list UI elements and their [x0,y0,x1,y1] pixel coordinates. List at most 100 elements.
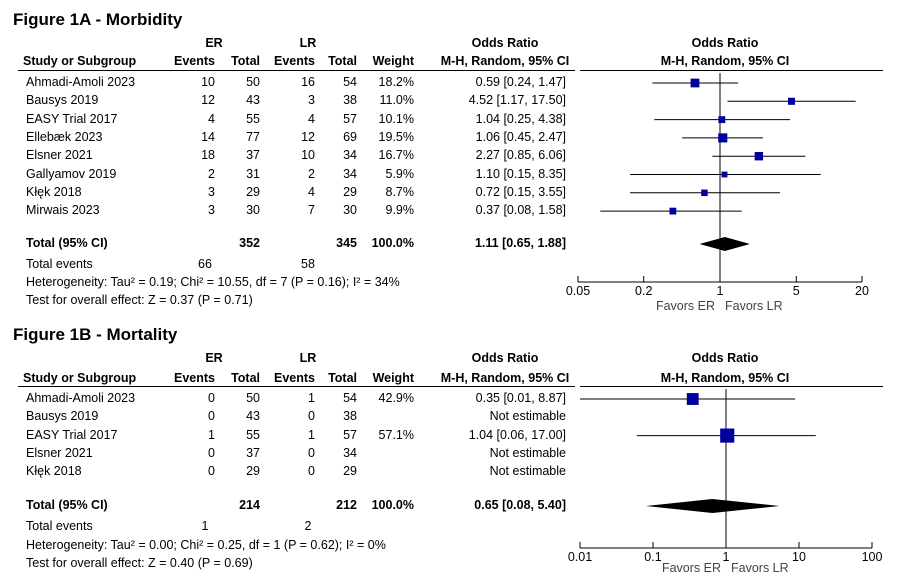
study-ci: 1.04 [0.06, 17.00] [468,427,566,442]
point-estimate-square [787,97,796,105]
x-axis-tick-label: 0.2 [635,284,652,298]
total-lr: 345 [336,236,357,250]
total-label: Total (95% CI) [26,236,108,250]
total-label: Total (95% CI) [26,498,108,512]
lr-total: 29 [343,184,357,199]
point-estimate-square [718,116,726,124]
point-estimate-square [686,393,699,405]
x-axis-tick-label: 1 [717,284,724,298]
study-name: Mirwais 2023 [26,203,100,218]
total-events-lr: 2 [304,519,312,533]
er-events: 0 [208,464,215,479]
header-rule-plot [580,386,883,387]
study-name: EASY Trial 2017 [26,111,118,126]
header-er-total: Total [231,371,260,385]
x-axis-tick-label: 0.05 [566,284,590,298]
er-total: 50 [246,75,260,89]
er-total: 30 [246,203,260,218]
header-lr-events: Events [274,371,315,385]
er-events: 10 [201,75,215,89]
er-events: 1 [208,427,215,442]
point-estimate-square [721,171,728,178]
study-name: Ahmadi-Amoli 2023 [26,75,136,89]
or-header-title: Odds Ratio [471,351,539,365]
er-total: 37 [246,148,260,163]
header-lr-total: Total [328,371,357,385]
lr-events: 4 [308,184,315,199]
lr-total: 30 [343,203,357,218]
study-name: Gallyamov 2019 [26,166,117,181]
lr-total: 38 [343,93,357,108]
heterogeneity-text: Heterogeneity: Tau² = 0.19; Chi² = 10.55… [26,275,400,289]
study-name: Ellebæk 2023 [26,129,103,144]
study-name: Kłęk 2018 [26,184,82,199]
er-events: 0 [208,391,215,405]
study-weight: 5.9% [385,166,415,181]
x-axis-tick-label: 100 [862,550,883,564]
lr-total: 34 [343,166,357,181]
point-estimate-square [690,78,700,88]
total-ci: 1.11 [0.65, 1.88] [474,236,566,250]
er-total: 29 [246,184,260,199]
group-label-er: ER [205,36,223,50]
group-label-lr: LR [299,36,317,50]
lr-total: 57 [343,427,357,442]
lr-events: 1 [308,427,315,442]
study-name: Ahmadi-Amoli 2023 [26,391,136,405]
header-weight: Weight [372,54,414,68]
er-events: 14 [201,129,215,144]
study-weight: 19.5% [378,129,414,144]
header-er-events: Events [174,54,215,68]
er-events: 3 [208,184,215,199]
x-axis-tick-label: 0.1 [644,550,661,564]
er-total: 55 [246,111,260,126]
study-name: Bausys 2019 [26,409,99,424]
total-weight: 100.0% [371,498,414,512]
er-total: 31 [246,166,260,181]
figure-title: Figure 1B - Mortality [13,325,178,344]
heterogeneity-text: Heterogeneity: Tau² = 0.00; Chi² = 0.25,… [26,538,386,552]
lr-events: 2 [308,166,315,181]
lr-total: 57 [343,111,357,126]
header-rule-table [18,386,575,387]
favors-right-label: Favors LR [731,561,789,575]
lr-events: 0 [308,445,315,460]
header-er-total: Total [231,54,260,68]
point-estimate-square [720,428,735,443]
lr-events: 7 [308,203,315,218]
er-events: 12 [201,93,215,108]
total-events-label: Total events [26,519,93,533]
lr-total: 69 [343,129,357,144]
study-ci: Not estimable [489,464,566,479]
favors-left-label: Favors ER [662,561,721,575]
study-ci: 4.52 [1.17, 17.50] [468,93,566,108]
er-events: 3 [208,203,215,218]
total-er: 352 [239,236,260,250]
point-estimate-square [701,189,708,197]
plot-header-title: Odds Ratio [691,351,759,365]
study-ci: 0.35 [0.01, 8.87] [475,391,566,405]
total-events-er: 66 [198,257,212,271]
study-weight: 10.1% [378,111,414,126]
favors-left-label: Favors ER [656,299,715,313]
study-name: EASY Trial 2017 [26,427,118,442]
header-rule-table [18,70,575,71]
header-or-method: M-H, Random, 95% CI [440,371,570,385]
overall-effect-text: Test for overall effect: Z = 0.40 (P = 0… [26,556,253,570]
header-rule-plot [580,70,883,71]
x-axis-tick-label: 10 [792,550,806,564]
lr-total: 54 [343,75,357,89]
figure-title: Figure 1A - Morbidity [13,10,183,29]
study-ci: Not estimable [489,409,566,424]
lr-events: 10 [301,148,315,163]
study-ci: 0.72 [0.15, 3.55] [475,184,566,199]
study-name: Elsner 2021 [26,445,93,460]
er-total: 50 [246,391,260,405]
study-name: Bausys 2019 [26,93,99,108]
plot-header-title: Odds Ratio [691,36,759,50]
lr-events: 3 [308,93,315,108]
er-events: 2 [208,166,215,181]
header-plot-method: M-H, Random, 95% CI [660,54,790,68]
study-name: Elsner 2021 [26,148,93,163]
